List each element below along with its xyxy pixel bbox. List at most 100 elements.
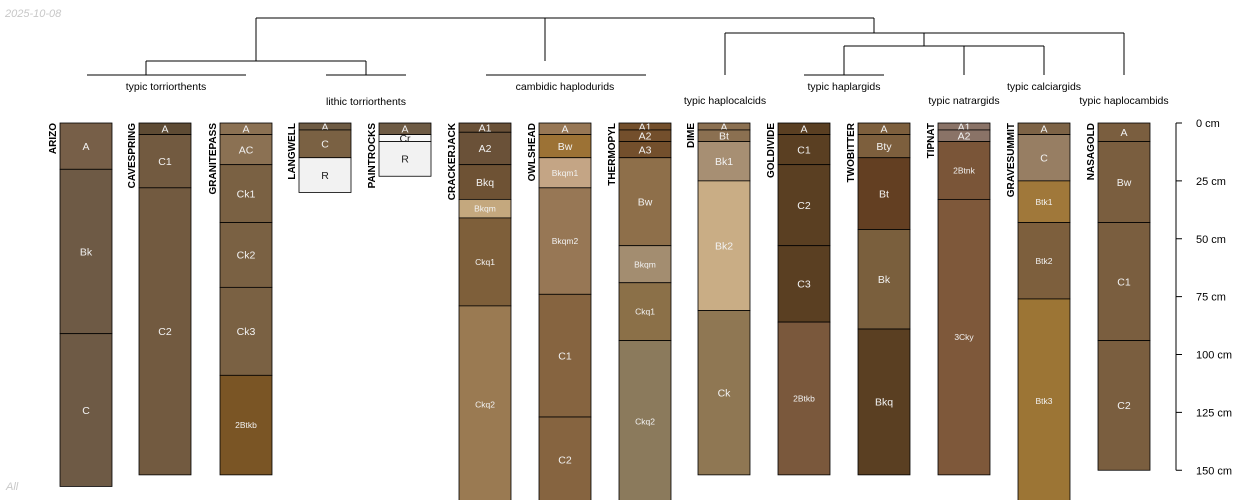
horizon-label: C2 bbox=[797, 200, 811, 212]
horizon-label: Btk3 bbox=[1035, 396, 1052, 406]
horizon bbox=[857, 328, 911, 476]
horizon bbox=[538, 293, 592, 418]
horizon bbox=[857, 229, 911, 330]
horizon bbox=[219, 164, 273, 223]
horizon-label: Bkqm bbox=[474, 204, 496, 214]
horizon bbox=[219, 374, 273, 476]
horizon-label: Bt bbox=[879, 188, 889, 200]
horizon-label: A bbox=[1120, 127, 1127, 139]
horizon bbox=[458, 131, 512, 166]
horizon-label: A2 bbox=[958, 131, 971, 143]
horizon-label: C2 bbox=[558, 455, 572, 467]
horizon bbox=[59, 333, 113, 487]
depth-tick-label: 50 cm bbox=[1196, 234, 1226, 246]
profile-id: GRAVESUMMIT bbox=[1006, 123, 1017, 197]
taxon-label: typic torriorthents bbox=[126, 81, 207, 93]
horizon bbox=[777, 321, 831, 476]
horizon-label: A bbox=[321, 121, 328, 133]
profile-id: CAVESPRING bbox=[127, 123, 138, 189]
horizon-label: Bk2 bbox=[715, 240, 733, 252]
horizon bbox=[1097, 340, 1151, 471]
horizon-label: C1 bbox=[1117, 276, 1131, 288]
date-stamp: 2025-10-08 bbox=[5, 8, 62, 20]
horizon-label: Bt bbox=[719, 131, 729, 143]
horizon-label: C bbox=[321, 139, 329, 151]
horizon-label: A bbox=[1040, 124, 1047, 136]
profile-id: OWLSHEAD bbox=[527, 123, 538, 181]
horizon-label: Ckq1 bbox=[635, 307, 655, 317]
horizon-label: A bbox=[82, 141, 89, 153]
footer-note: All bbox=[6, 481, 19, 493]
horizon-label: A bbox=[800, 124, 807, 136]
horizon-label: Bkqm1 bbox=[552, 168, 579, 178]
horizon bbox=[138, 187, 192, 476]
horizon-label: Bkq bbox=[875, 397, 893, 409]
horizon bbox=[937, 198, 991, 476]
horizon bbox=[378, 141, 432, 177]
horizon bbox=[59, 168, 113, 335]
taxon-label: typic haplargids bbox=[808, 81, 881, 93]
profile-id: ARIZO bbox=[48, 123, 59, 154]
horizon bbox=[219, 286, 273, 376]
horizon-label: 2Btkb bbox=[235, 420, 257, 430]
taxon-label: lithic torriorthents bbox=[326, 96, 406, 108]
horizon-label: Bty bbox=[876, 141, 892, 153]
horizon-label: R bbox=[321, 170, 329, 182]
taxon-label: typic haplocambids bbox=[1079, 95, 1168, 107]
horizon-label: Bk bbox=[878, 274, 891, 286]
horizon-label: Ck bbox=[718, 387, 732, 399]
horizon-label: 2Btkb bbox=[793, 394, 815, 404]
depth-tick-label: 0 cm bbox=[1196, 118, 1220, 130]
profile-id: TIPNAT bbox=[926, 123, 937, 158]
horizon-label: C2 bbox=[158, 326, 172, 338]
horizon-label: A bbox=[720, 121, 727, 133]
horizon bbox=[458, 217, 512, 307]
horizon bbox=[618, 157, 672, 247]
profile-id: NASAGOLD bbox=[1086, 123, 1097, 180]
horizon bbox=[298, 129, 352, 159]
horizon bbox=[777, 164, 831, 247]
horizon bbox=[219, 134, 273, 166]
horizon bbox=[538, 157, 592, 189]
taxon-label: cambidic haplodurids bbox=[516, 81, 615, 93]
horizon-label: Bkq bbox=[476, 177, 494, 189]
horizon-label: Bk1 bbox=[715, 156, 733, 168]
depth-tick-label: 75 cm bbox=[1196, 292, 1226, 304]
depth-tick-label: 25 cm bbox=[1196, 176, 1226, 188]
horizon-label: A2 bbox=[479, 143, 492, 155]
horizon-label: Bkqm2 bbox=[552, 236, 579, 246]
horizon-label: A2 bbox=[639, 131, 652, 143]
profile-id: CRACKERJACK bbox=[447, 122, 458, 200]
horizon-label: C bbox=[82, 405, 90, 417]
profile-id: DIME bbox=[686, 123, 697, 148]
horizon-label: C1 bbox=[797, 144, 811, 156]
profile-id: PAINTROCKS bbox=[367, 123, 378, 189]
taxon-label: typic haplocalcids bbox=[684, 95, 766, 107]
taxon-label: typic natrargids bbox=[928, 95, 999, 107]
horizon bbox=[59, 122, 113, 170]
horizon-label: Bw bbox=[1117, 177, 1132, 189]
horizon bbox=[697, 141, 751, 182]
profile-id: GRANITEPASS bbox=[208, 123, 219, 195]
horizon bbox=[1017, 134, 1071, 182]
horizon-label: Ckq2 bbox=[475, 399, 495, 409]
profile-id: LANGWELL bbox=[287, 123, 298, 180]
horizon-label: Bkqm bbox=[634, 259, 656, 269]
horizon-label: A bbox=[880, 124, 887, 136]
horizon-label: A3 bbox=[639, 144, 652, 156]
horizon-label: Ck2 bbox=[237, 250, 256, 262]
horizon bbox=[458, 305, 512, 500]
horizon bbox=[1097, 222, 1151, 342]
horizon-label: AC bbox=[239, 144, 254, 156]
horizon bbox=[1017, 298, 1071, 500]
horizon-label: Btk1 bbox=[1035, 197, 1052, 207]
horizon-label: Bk bbox=[80, 246, 93, 258]
horizon-label: Ckq1 bbox=[475, 257, 495, 267]
horizon-label: A bbox=[561, 124, 568, 136]
horizon bbox=[857, 157, 911, 230]
horizon-label: A bbox=[401, 124, 408, 136]
horizon bbox=[697, 310, 751, 476]
horizon bbox=[1097, 141, 1151, 223]
horizon bbox=[458, 164, 512, 200]
